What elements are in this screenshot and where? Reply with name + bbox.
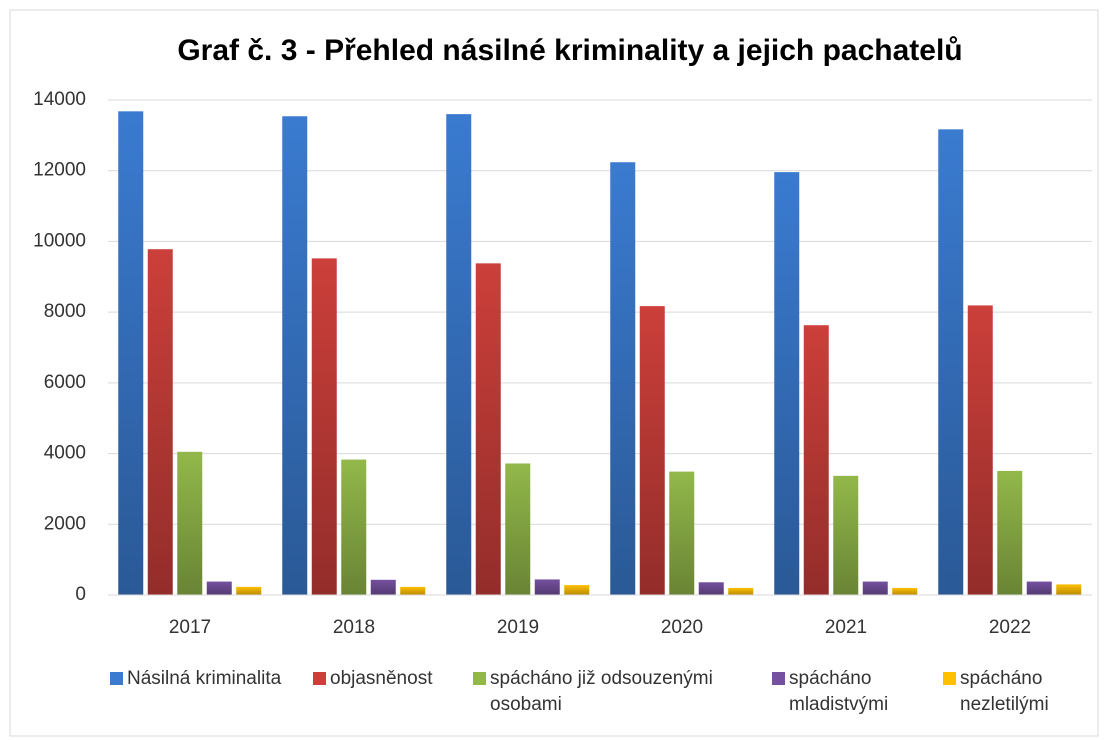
x-tick-label: 2020 xyxy=(661,617,703,638)
legend-item: Násilná kriminalita xyxy=(110,666,310,692)
bar xyxy=(967,305,993,595)
x-tick-label: 2021 xyxy=(825,617,867,638)
bar xyxy=(177,451,203,595)
bar xyxy=(564,585,590,595)
bar xyxy=(534,579,560,595)
x-tick-label: 2019 xyxy=(497,617,539,638)
legend-swatch xyxy=(943,672,956,685)
legend-label: Násilná kriminalita xyxy=(127,668,282,689)
x-tick-label: 2018 xyxy=(333,617,375,638)
chart-title: Graf č. 3 - Přehled násilné kriminality … xyxy=(177,34,962,67)
y-tick-label: 10000 xyxy=(33,230,86,251)
x-tick-label: 2017 xyxy=(169,617,211,638)
legend-swatch xyxy=(110,672,123,685)
y-tick-label: 2000 xyxy=(44,513,86,534)
bar xyxy=(938,129,964,595)
bar xyxy=(610,162,636,595)
bar xyxy=(370,579,396,595)
bar xyxy=(639,306,665,595)
legend-item: spácháno již odsouzenými osobami xyxy=(473,666,765,718)
bar xyxy=(669,471,695,595)
bar xyxy=(803,325,829,595)
bar xyxy=(147,249,173,595)
y-tick-label: 8000 xyxy=(44,301,86,322)
y-tick-label: 0 xyxy=(75,584,86,605)
legend-swatch xyxy=(473,672,486,685)
bar xyxy=(698,582,724,595)
y-tick-label: 4000 xyxy=(44,443,86,464)
legend-swatch xyxy=(772,672,785,685)
legend-item: spácháno mladistvými xyxy=(772,666,922,718)
bar xyxy=(1056,584,1082,595)
bar xyxy=(311,258,337,595)
bar xyxy=(997,470,1023,595)
legend-item: objasněnost xyxy=(313,666,473,692)
bar xyxy=(282,116,308,595)
y-tick-label: 14000 xyxy=(33,89,86,110)
legend-item: spácháno nezletilými xyxy=(943,666,1093,718)
y-tick-label: 12000 xyxy=(33,160,86,181)
bar xyxy=(1026,581,1052,595)
bar xyxy=(206,581,232,595)
legend-label: spácháno mladistvými xyxy=(789,668,889,715)
bar xyxy=(833,475,859,595)
bar xyxy=(118,111,144,596)
bar xyxy=(892,587,918,595)
legend-label: objasněnost xyxy=(330,668,433,689)
bar xyxy=(446,114,472,596)
chart-border xyxy=(9,9,1099,737)
bar xyxy=(728,587,754,595)
bar xyxy=(475,263,501,595)
legend-swatch xyxy=(313,672,326,685)
bar xyxy=(774,172,800,595)
bar xyxy=(862,581,888,595)
legend-label: spácháno již odsouzenými osobami xyxy=(490,668,713,715)
legend-label: spácháno nezletilými xyxy=(960,668,1049,715)
bar xyxy=(400,586,426,595)
x-tick-label: 2022 xyxy=(989,617,1031,638)
bar xyxy=(505,463,531,595)
y-tick-label: 6000 xyxy=(44,372,86,393)
bar xyxy=(341,459,367,595)
legend: Násilná kriminalita objasněnost spácháno j… xyxy=(0,666,1108,726)
bar xyxy=(236,586,262,595)
